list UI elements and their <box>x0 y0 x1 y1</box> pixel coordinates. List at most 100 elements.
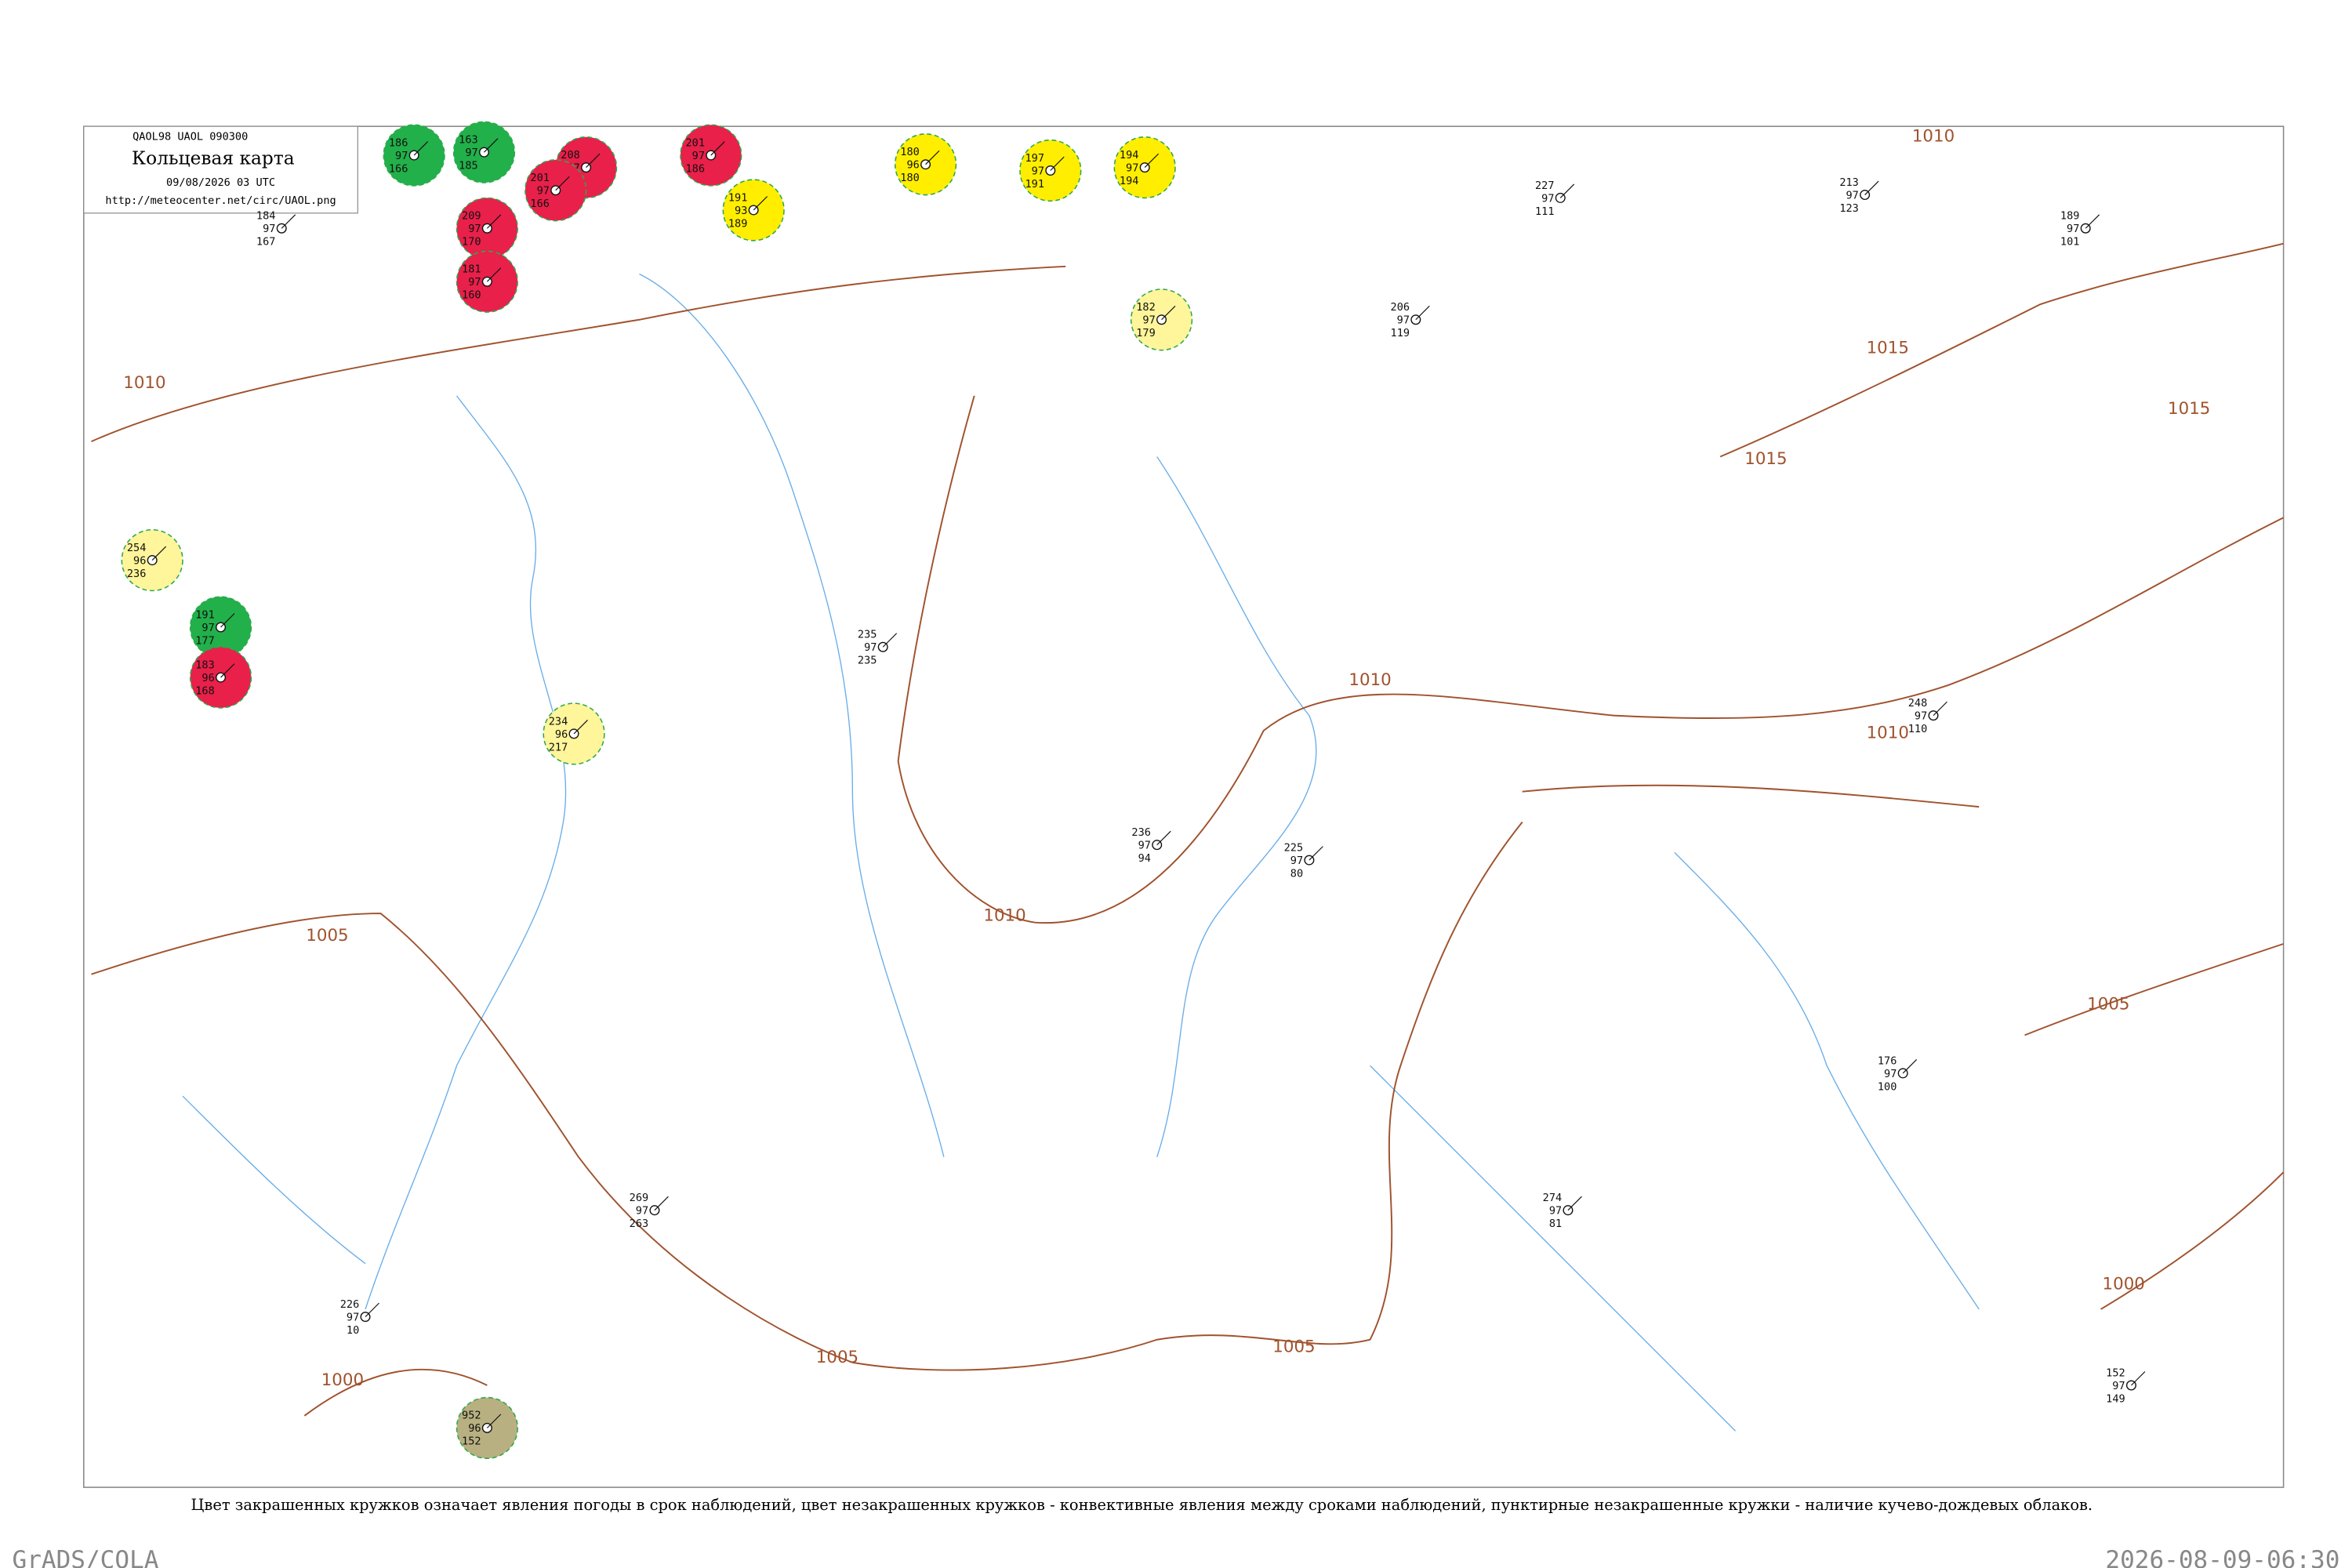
station-top: 180 <box>900 146 920 158</box>
station-mid: 97 <box>692 150 705 162</box>
wind-barb <box>1559 183 1575 198</box>
station-top: 184 <box>256 210 276 223</box>
station-mid: 97 <box>1142 314 1155 327</box>
station-mid: 97 <box>1126 162 1138 174</box>
isobar-label: 1010 <box>1912 127 1955 147</box>
wind-barb <box>1156 830 1171 846</box>
wind-barb <box>1050 156 1065 171</box>
wind-barb <box>573 720 588 735</box>
wind-barb <box>281 214 296 229</box>
wind-barb <box>486 214 502 229</box>
station-top: 226 <box>340 1298 360 1311</box>
wind-barb <box>1308 846 1323 861</box>
station-bottom: 170 <box>462 236 481 249</box>
station-mid: 97 <box>1549 1205 1562 1218</box>
map-title: Кольцевая карта <box>132 148 295 169</box>
wind-barb <box>484 138 499 153</box>
station-bottom: 166 <box>530 198 550 210</box>
header-box: QAOL98 UAOL 090300 Кольцевая карта 09/08… <box>83 125 358 214</box>
station-top: 163 <box>459 134 478 147</box>
header-frame <box>83 125 358 214</box>
station-top: 213 <box>1839 176 1859 189</box>
isobars <box>91 242 2285 1417</box>
station-mid: 97 <box>1915 710 1927 722</box>
station-mid: 97 <box>1846 189 1859 201</box>
station-bottom: 194 <box>1120 175 1139 187</box>
station-bottom: 81 <box>1549 1218 1562 1230</box>
wind-barb <box>1864 180 1879 195</box>
station-bottom: 189 <box>728 217 748 230</box>
station-bottom: 235 <box>858 655 877 667</box>
station-mid: 97 <box>537 185 550 198</box>
station-mid: 97 <box>347 1311 359 1323</box>
map-date: 09/08/2026 03 UTC <box>166 176 275 189</box>
wind-barb <box>654 1196 669 1211</box>
wind-barb <box>220 613 235 628</box>
isobar-label: 1010 <box>983 906 1025 926</box>
station-mid: 97 <box>1541 192 1554 205</box>
station-mid: 97 <box>2112 1380 2125 1392</box>
rivers <box>182 273 1980 1432</box>
caption: Цвет закрашенных кружков означает явлени… <box>191 1496 2093 1514</box>
station-mid: 97 <box>1884 1068 1896 1080</box>
isobar-label: 1000 <box>2103 1275 2145 1294</box>
isobar-label: 1015 <box>1867 338 1909 358</box>
station-top: 181 <box>462 263 481 276</box>
isobar-label: 1000 <box>321 1370 364 1390</box>
station-top: 206 <box>1391 301 1410 314</box>
station-top: 152 <box>2106 1367 2125 1379</box>
wind-barb <box>220 663 235 678</box>
station-top: 952 <box>462 1410 481 1422</box>
station-bottom: 94 <box>1138 852 1151 865</box>
wind-barb <box>710 141 725 156</box>
station-top: 191 <box>728 191 748 204</box>
station-mid: 97 <box>1290 855 1303 867</box>
station-mid: 97 <box>468 276 481 289</box>
isobar-label: 1010 <box>1867 724 1909 743</box>
station-top: 234 <box>549 715 568 728</box>
station-mid: 97 <box>468 223 481 235</box>
station-mid: 97 <box>636 1205 648 1218</box>
station-mid: 97 <box>263 223 275 235</box>
station-bottom: 80 <box>1290 867 1303 880</box>
station-mid: 97 <box>201 622 214 634</box>
wind-barb <box>882 633 898 648</box>
station-top: 201 <box>530 172 550 184</box>
wind-barb <box>486 267 502 282</box>
footer-right: 2026-08-09-06:30 <box>2105 1546 2339 1568</box>
station-mid: 96 <box>133 554 146 567</box>
station-top: 186 <box>389 136 408 149</box>
isobar-label: 1010 <box>1348 670 1391 690</box>
station-top: 269 <box>630 1192 649 1204</box>
station-bottom: 152 <box>462 1436 481 1448</box>
station-bottom: 101 <box>2060 236 2080 249</box>
map-frame <box>83 125 2285 1488</box>
station-bottom: 110 <box>1908 723 1928 735</box>
station-bottom: 111 <box>1535 205 1555 218</box>
station-mid: 96 <box>201 672 214 684</box>
isobar-label: 1015 <box>2168 399 2210 419</box>
wind-barb <box>1415 305 1430 321</box>
station-top: 183 <box>195 659 215 671</box>
station-mid: 97 <box>465 147 477 159</box>
station-top: 176 <box>1878 1054 1897 1067</box>
